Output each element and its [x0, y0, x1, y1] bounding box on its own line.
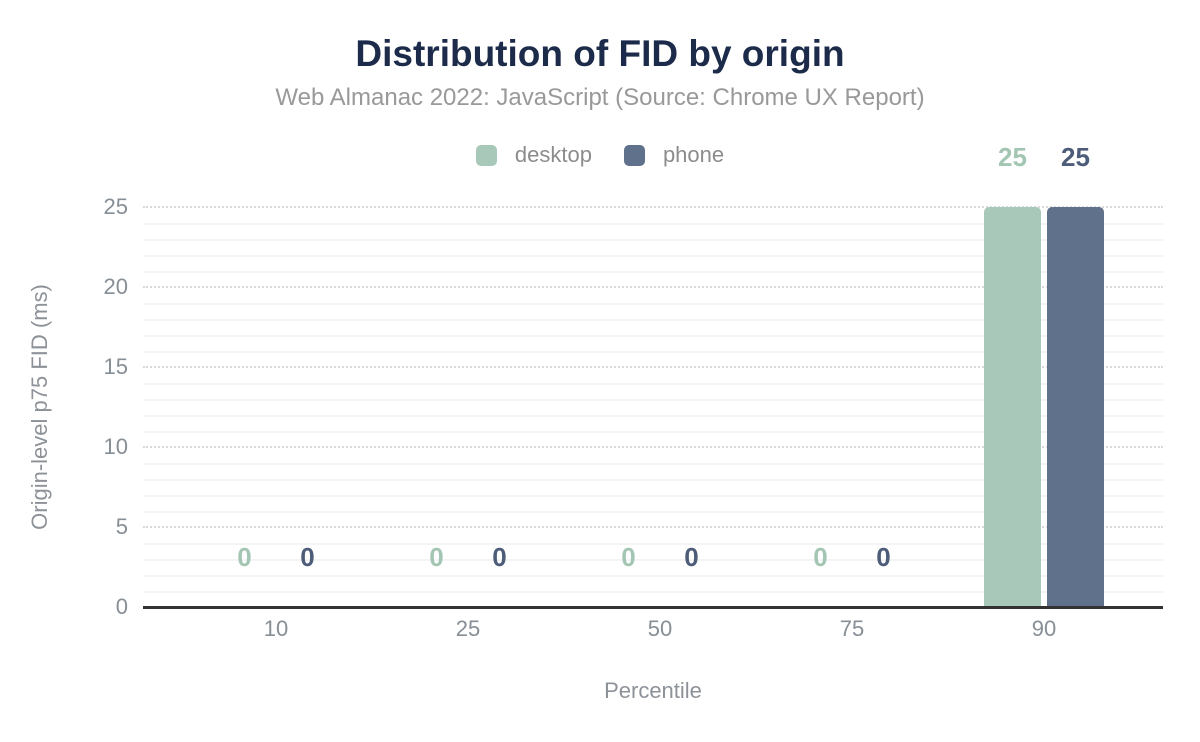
- gridline-major: [143, 286, 1163, 288]
- gridline-minor: [143, 303, 1163, 305]
- chart-title: Distribution of FID by origin: [355, 33, 845, 74]
- gridline-major: [143, 366, 1163, 368]
- gridline-minor: [143, 495, 1163, 497]
- gridline-minor: [143, 431, 1163, 433]
- gridline-minor: [143, 479, 1163, 481]
- gridline-minor: [143, 255, 1163, 257]
- legend-item-phone: phone: [623, 142, 725, 168]
- gridline-minor: [143, 319, 1163, 321]
- x-tick-label: 50: [647, 616, 673, 641]
- y-tick-label: 10: [103, 434, 128, 459]
- bar-value-label-desktop-p10: 0: [237, 542, 252, 572]
- bar-value-label-phone-p90: 25: [1061, 142, 1090, 172]
- gridline-minor: [143, 399, 1163, 401]
- x-tick-label: 90: [1031, 616, 1057, 641]
- bar-value-label-phone-p75: 0: [876, 542, 891, 572]
- legend: desktop phone: [0, 142, 1200, 168]
- legend-swatch-desktop-icon: [475, 144, 497, 166]
- bar-value-label-phone-p50: 0: [684, 542, 699, 572]
- bar-value-label-phone-p10: 0: [300, 542, 315, 572]
- bar-desktop-p90[interactable]: [984, 207, 1041, 607]
- legend-label-phone: phone: [662, 142, 725, 167]
- chart-subtitle: Web Almanac 2022: JavaScript (Source: Ch…: [275, 84, 925, 111]
- y-tick-label: 15: [103, 354, 128, 379]
- x-axis-line: [143, 606, 1163, 609]
- bar-value-label-desktop-p50: 0: [621, 542, 636, 572]
- bar-value-label-desktop-p90: 25: [998, 142, 1027, 172]
- legend-swatch-phone-icon: [623, 144, 645, 166]
- bar-value-label-desktop-p25: 0: [429, 542, 444, 572]
- gridline-major: [143, 526, 1163, 528]
- bar-phone-p90[interactable]: [1047, 207, 1104, 607]
- gridline-major: [143, 206, 1163, 208]
- y-tick-label: 5: [115, 514, 128, 539]
- gridline-minor: [143, 559, 1163, 561]
- gridline-minor: [143, 463, 1163, 465]
- x-tick-label: 75: [839, 616, 865, 641]
- bar-value-label-desktop-p75: 0: [813, 542, 828, 572]
- y-tick-label: 25: [103, 194, 128, 219]
- gridline-minor: [143, 591, 1163, 593]
- gridline-minor: [143, 543, 1163, 545]
- x-axis-title: Percentile: [604, 678, 702, 703]
- x-tick-label: 10: [263, 616, 289, 641]
- gridline-minor: [143, 415, 1163, 417]
- gridline-minor: [143, 511, 1163, 513]
- gridline-minor: [143, 335, 1163, 337]
- bar-value-label-phone-p25: 0: [492, 542, 507, 572]
- gridline-minor: [143, 271, 1163, 273]
- y-tick-label: 20: [103, 274, 128, 299]
- y-axis-title: Origin-level p75 FID (ms): [27, 284, 52, 530]
- legend-item-desktop: desktop: [475, 142, 592, 168]
- x-tick-label: 25: [455, 616, 481, 641]
- gridline-minor: [143, 351, 1163, 353]
- gridline-minor: [143, 383, 1163, 385]
- gridline-minor: [143, 223, 1163, 225]
- y-tick-label: 0: [115, 594, 128, 619]
- legend-label-desktop: desktop: [514, 142, 592, 167]
- gridline-major: [143, 446, 1163, 448]
- gridline-minor: [143, 575, 1163, 577]
- gridline-minor: [143, 239, 1163, 241]
